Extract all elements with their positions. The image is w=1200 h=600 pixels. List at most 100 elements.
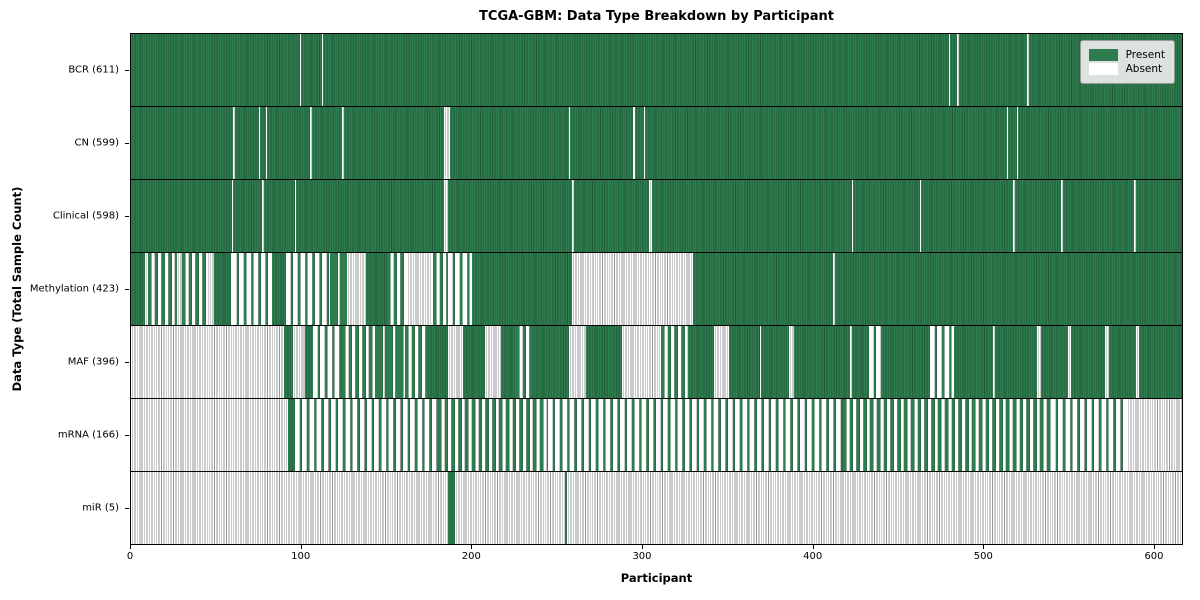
matrix-segment bbox=[209, 253, 215, 325]
matrix-segment bbox=[648, 180, 653, 252]
matrix-segment bbox=[265, 107, 268, 179]
matrix-segment bbox=[849, 326, 852, 398]
matrix-segment bbox=[405, 326, 428, 398]
matrix-segment bbox=[214, 253, 232, 325]
matrix-segment bbox=[759, 326, 762, 398]
x-tick-mark bbox=[1153, 545, 1155, 549]
x-tick-label-400: 400 bbox=[803, 551, 823, 562]
matrix-segment bbox=[567, 472, 1182, 544]
matrix-row-bcr bbox=[131, 34, 1182, 107]
matrix-segment bbox=[272, 253, 286, 325]
matrix-segment bbox=[1050, 399, 1128, 471]
matrix-segment bbox=[851, 326, 869, 398]
chart-title: TCGA-GBM: Data Type Breakdown by Partici… bbox=[479, 9, 834, 24]
matrix-segment bbox=[287, 399, 295, 471]
matrix-segment bbox=[284, 326, 293, 398]
matrix-segment bbox=[568, 326, 586, 398]
x-tick-mark bbox=[130, 545, 131, 549]
y-tick-label-bcr: BCR (611) bbox=[68, 64, 119, 76]
matrix-segment bbox=[1008, 107, 1017, 179]
matrix-segment bbox=[633, 107, 636, 179]
matrix-segment bbox=[444, 180, 448, 252]
matrix-segment bbox=[1067, 326, 1072, 398]
matrix-segment bbox=[432, 253, 448, 325]
matrix-segment bbox=[929, 326, 954, 398]
y-tick-label-cn: CN (599) bbox=[74, 137, 119, 149]
legend-item-absent: Absent bbox=[1088, 63, 1165, 75]
matrix-segment bbox=[454, 472, 566, 544]
matrix-segment bbox=[948, 34, 951, 106]
x-tick-label-100: 100 bbox=[291, 551, 311, 562]
matrix-segment bbox=[882, 326, 930, 398]
matrix-segment bbox=[231, 180, 234, 252]
matrix-rows bbox=[131, 34, 1182, 544]
matrix-segment bbox=[260, 107, 266, 179]
matrix-segment bbox=[347, 253, 367, 325]
matrix-segment bbox=[447, 253, 472, 325]
matrix-segment bbox=[660, 326, 688, 398]
matrix-segment bbox=[234, 107, 259, 179]
x-axis-label: Participant bbox=[620, 571, 693, 585]
matrix-segment bbox=[447, 472, 455, 544]
y-tick-label-maf: MAF (396) bbox=[67, 356, 119, 368]
y-tick-mark bbox=[125, 435, 129, 437]
x-axis-ticks: 0 100 200 300 400 500 600 bbox=[126, 545, 1183, 569]
matrix-segment bbox=[919, 180, 922, 252]
matrix-segment bbox=[1013, 180, 1016, 252]
matrix-segment bbox=[292, 326, 305, 398]
matrix-segment bbox=[1037, 326, 1041, 398]
matrix-segment bbox=[313, 326, 343, 398]
matrix-segment bbox=[366, 253, 387, 325]
matrix-segment bbox=[548, 399, 844, 471]
matrix-segment bbox=[330, 253, 348, 325]
y-tick-label-clinical: Clinical (598) bbox=[52, 210, 119, 222]
matrix-row-mir bbox=[131, 472, 1182, 544]
matrix-segment bbox=[728, 326, 760, 398]
x-tick-mark bbox=[983, 545, 985, 549]
matrix-segment bbox=[843, 399, 1051, 471]
x-tick-label-0: 0 bbox=[126, 551, 134, 562]
matrix-segment bbox=[992, 326, 995, 398]
x-tick-mark bbox=[641, 545, 643, 549]
matrix-segment bbox=[957, 34, 959, 106]
matrix-segment bbox=[309, 107, 312, 179]
matrix-segment bbox=[131, 180, 232, 252]
matrix-segment bbox=[296, 180, 445, 252]
matrix-row-clinical bbox=[131, 180, 1182, 253]
matrix-segment bbox=[621, 326, 661, 398]
y-axis-ticks: BCR (611) CN (599) Clinical (598) Methylati… bbox=[0, 33, 130, 545]
legend-label-absent: Absent bbox=[1125, 63, 1163, 75]
x-tick-label-200: 200 bbox=[461, 551, 481, 562]
matrix-segment bbox=[515, 326, 533, 398]
matrix-segment bbox=[131, 326, 285, 398]
y-tick-mark bbox=[125, 142, 129, 144]
matrix-segment bbox=[688, 326, 714, 398]
matrix-segment bbox=[585, 326, 622, 398]
x-tick-label-500: 500 bbox=[973, 551, 993, 562]
matrix-segment bbox=[1105, 326, 1109, 398]
matrix-segment bbox=[1071, 326, 1106, 398]
x-tick-label-600: 600 bbox=[1144, 551, 1164, 562]
matrix-segment bbox=[572, 253, 694, 325]
matrix-segment bbox=[444, 107, 450, 179]
matrix-segment bbox=[258, 107, 261, 179]
matrix-segment bbox=[832, 253, 835, 325]
matrix-segment bbox=[263, 180, 295, 252]
matrix-segment bbox=[311, 107, 343, 179]
matrix-segment bbox=[652, 180, 852, 252]
x-tick-mark bbox=[300, 545, 302, 549]
matrix-segment bbox=[233, 107, 235, 179]
x-tick-mark bbox=[812, 545, 814, 549]
legend-swatch-absent-icon bbox=[1088, 63, 1118, 75]
matrix-segment bbox=[304, 326, 314, 398]
legend-swatch-present-icon bbox=[1088, 49, 1118, 61]
matrix-segment bbox=[788, 326, 794, 398]
matrix-segment bbox=[834, 253, 1182, 325]
matrix-segment bbox=[148, 253, 177, 325]
matrix-segment bbox=[921, 180, 1014, 252]
matrix-segment bbox=[568, 107, 571, 179]
matrix-segment bbox=[301, 34, 322, 106]
matrix-segment bbox=[406, 253, 433, 325]
matrix-segment bbox=[427, 326, 448, 398]
x-tick-mark bbox=[471, 545, 473, 549]
